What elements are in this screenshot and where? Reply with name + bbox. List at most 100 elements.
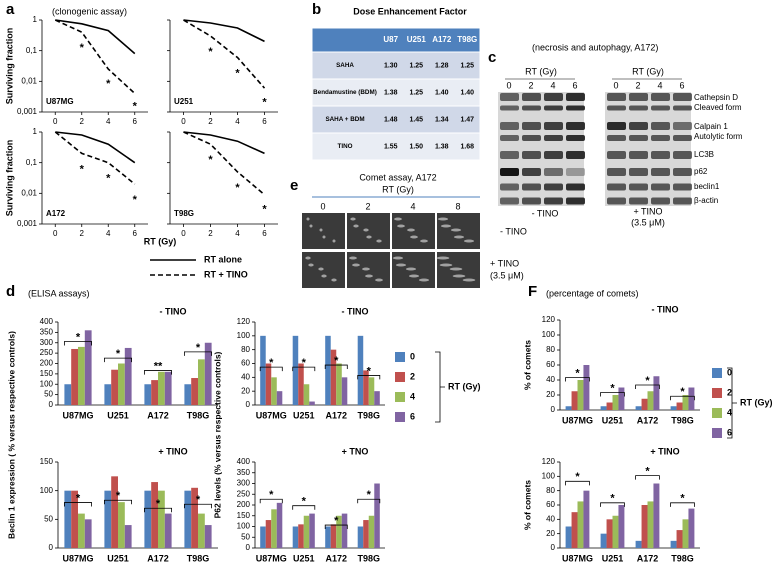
legend-label: 4 [727,407,732,417]
x-tick-label: 2 [208,117,213,126]
bar [204,342,212,405]
dose-label: 2 [365,201,370,211]
x-tick-label: T98G [187,553,210,563]
significance: * [235,67,240,79]
legend-label: 0 [727,367,732,377]
bar [330,349,337,405]
y-tick-label: 40 [241,372,250,381]
blot-band [651,197,670,205]
comet-cell [366,235,372,239]
legend-swatch [395,392,405,402]
comet-cell [436,256,450,260]
blot-group-label: + TINO [633,206,662,216]
comet-cell [437,217,449,221]
comet-cell [463,239,475,243]
x-tick-label: A172 [325,410,347,420]
series-line [183,19,265,43]
y-tick-label: 0 [49,543,54,552]
y-axis-label: % of comets [522,340,532,390]
significance-bracket [670,502,695,507]
y-tick-label: 0,001 [17,107,38,116]
y-tick-label: 300 [40,338,54,347]
blot-band [522,93,541,101]
table-cell: Bendamustine (BDM) [313,89,377,96]
comet-cell [349,256,357,260]
bar [618,505,625,548]
bar [641,398,648,410]
significance: * [80,163,85,175]
comet-cell [453,235,465,239]
table-header-cell: U251 [407,35,427,44]
lane-label: 2 [635,80,640,90]
significance: * [156,498,161,510]
bar [198,513,205,548]
significance: * [133,194,138,206]
comet-cell [352,263,360,267]
bar [78,346,85,405]
blot-band [522,168,541,176]
y-tick-label: 400 [40,317,54,326]
bar [298,363,304,405]
bar [276,502,283,548]
bar [363,370,369,405]
y-tick-label: 200 [40,359,54,368]
legend-swatch [712,408,722,418]
legend-swatch [712,368,722,378]
comet-cell [392,256,404,260]
y-tick-label: 250 [237,489,251,498]
x-tick-label: T98G [671,553,694,563]
x-tick-label: 2 [80,117,85,126]
bar [276,391,283,405]
y-tick-label: 50 [44,514,53,523]
bar [124,525,132,548]
blot-band [629,93,648,101]
blot-band [566,122,585,130]
bar [64,490,72,548]
y-tick-label: 120 [237,317,251,326]
significance: * [196,342,201,354]
y-tick-label: 0,01 [21,76,37,85]
y-tick-label: 60 [241,359,250,368]
table-cell: 1.34 [435,116,449,123]
comet-cell [395,263,407,267]
legend-title: RT (Gy) [740,397,773,407]
significance: * [133,101,138,113]
blot-band [544,151,563,159]
comet-cell [309,224,313,228]
blot-band [651,105,670,111]
comet-axis-label: RT (Gy) [382,184,414,194]
blot-band [500,183,519,191]
significance-bracket [104,499,132,505]
bar [676,402,683,410]
bar [325,526,331,548]
bar [84,330,92,405]
blot-band [629,135,648,141]
lane-label: 6 [572,80,577,90]
blot-band [566,93,585,101]
comet-row-label: (3.5 μM) [490,270,524,280]
significance-bracket [64,502,92,507]
table-cell: 1.45 [409,116,423,123]
significance-bracket [600,392,625,397]
protein-label: p62 [694,167,708,176]
y-tick-label: 0 [49,400,54,409]
significance: * [208,154,213,166]
table-cell: 1.28 [435,62,449,69]
x-tick-label: 2 [80,229,85,238]
chart-title: + TINO [158,446,187,456]
cell-line-label: A172 [46,209,66,218]
significance: * [196,494,201,506]
series-line [55,131,136,164]
y-tick-label: 20 [241,386,250,395]
lane-label: 4 [657,80,662,90]
x-tick-label: 4 [235,229,240,238]
blot-band [607,168,626,176]
comet-cell [331,278,337,282]
dose-label: 0 [320,201,325,211]
table-header-cell: U87 [383,35,398,44]
y-tick-label: 80 [546,486,555,495]
y-tick-label: 120 [542,457,556,466]
protein-label: β-actin [694,196,718,205]
x-tick-label: U251 [293,410,315,420]
